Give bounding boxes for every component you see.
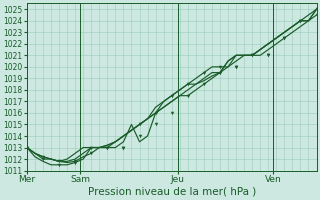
X-axis label: Pression niveau de la mer( hPa ): Pression niveau de la mer( hPa )	[88, 187, 256, 197]
